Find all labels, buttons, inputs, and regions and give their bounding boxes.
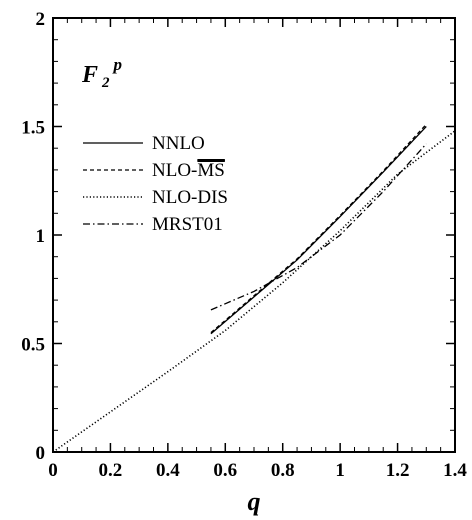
series-line-mrst01 — [210, 143, 427, 311]
series-line-nnlo — [210, 126, 427, 335]
panel-label-main: F — [81, 62, 98, 88]
legend-label: NLO-MS — [152, 160, 225, 181]
y-tick-label: 1.5 — [21, 118, 45, 139]
legend-label: MRST01 — [152, 214, 223, 235]
series-line-nlo-ms — [210, 123, 427, 334]
x-tick-label: 0.4 — [156, 460, 180, 481]
x-tick-label: 1.2 — [386, 460, 410, 481]
legend-label: NLO-DIS — [152, 187, 228, 208]
x-tick-label: 0.2 — [99, 460, 123, 481]
y-tick-label: 0.5 — [21, 335, 45, 356]
x-tick-label: 1 — [335, 460, 345, 481]
legend-label-overlined: MS — [197, 160, 224, 181]
y-tick-label: 2 — [36, 9, 46, 30]
panel-label-subscript: 2 — [101, 75, 110, 91]
legend: NNLO NLO-MS NLO-DIS MRST01 — [83, 133, 228, 235]
panel-label: F 2 p — [81, 55, 122, 91]
x-tick-label: 0.8 — [271, 460, 295, 481]
y-tick-label: 0 — [36, 443, 46, 464]
series-line-nlo-dis — [52, 130, 456, 453]
legend-label-prefix: NLO- — [152, 160, 197, 181]
x-axis-title: q — [248, 487, 261, 516]
legend-label: NNLO — [152, 133, 205, 154]
x-tick-label: 1.4 — [443, 460, 467, 481]
axis-tick-labels: 0 0.2 0.4 0.6 0.8 1 1.2 1.4 0 0.5 1 1.5 2 — [21, 9, 467, 481]
panel-label-superscript: p — [112, 55, 123, 74]
axis-ticks — [52, 17, 456, 453]
x-tick-label: 0.6 — [213, 460, 237, 481]
panel-label-text: F 2 p — [81, 55, 122, 91]
x-tick-label: 0 — [48, 460, 58, 481]
series-lines — [52, 123, 456, 453]
y-tick-label: 1 — [36, 226, 46, 247]
